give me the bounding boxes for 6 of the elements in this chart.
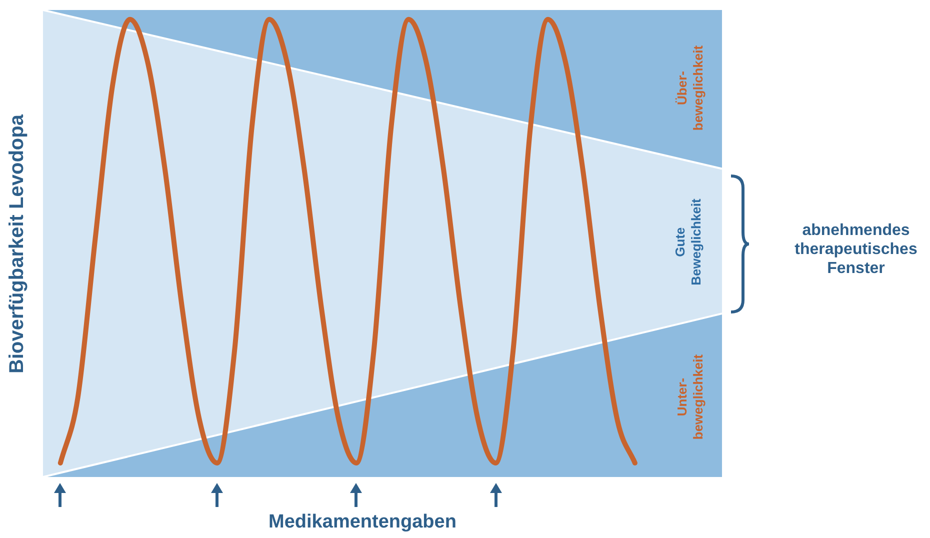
annotation: Über- beweglichkeit bbox=[674, 45, 706, 131]
annotation: Gute Beweglichkeit bbox=[672, 198, 704, 286]
text: abnehmendes therapeutisches Fenster bbox=[794, 221, 918, 279]
x-axis-title: Medikamentengaben bbox=[268, 512, 456, 534]
y-axis-title: Bioverfügbarkeit Levodopa bbox=[5, 114, 29, 373]
annotation: Unter- beweglichkeit bbox=[674, 354, 706, 440]
